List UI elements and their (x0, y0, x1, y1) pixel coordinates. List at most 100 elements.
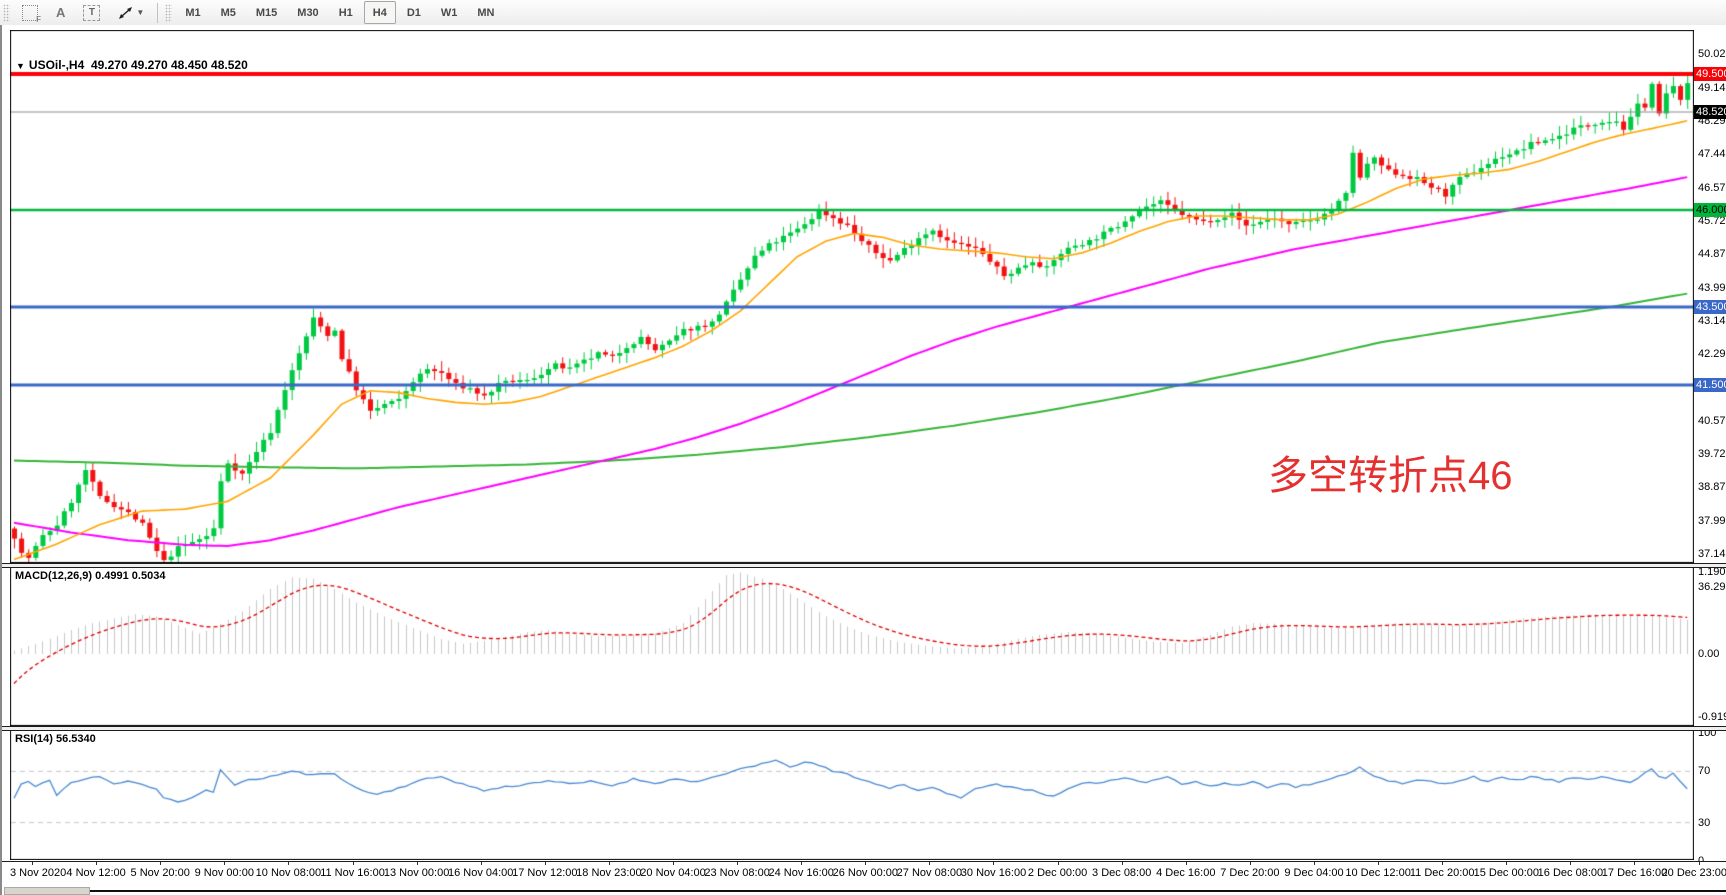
time-tick (1186, 862, 1187, 865)
macd-label: MACD(12,26,9) 0.4991 0.5034 (15, 570, 166, 582)
panel-separator[interactable] (2, 563, 1726, 568)
time-tick (673, 862, 674, 865)
timeframe-d1-button[interactable]: D1 (406, 6, 421, 19)
text-label-button[interactable]: A (48, 1, 73, 24)
time-tick (288, 862, 289, 865)
time-axis-label: 10 Nov 08:00 (255, 867, 322, 879)
price-tick-label: 45.720 (1698, 215, 1726, 228)
time-tick (993, 862, 994, 865)
time-tick (1699, 862, 1700, 865)
timeframe-h4-button[interactable]: H4 (363, 1, 396, 24)
time-axis-label: 23 Nov 08:00 (704, 867, 770, 879)
price-tick-label: 39.720 (1698, 447, 1726, 460)
time-tick (1442, 862, 1443, 865)
time-axis-label: 2 Dec 00:00 (1027, 867, 1088, 879)
symbol-period-label: USOil-,H4 (28, 58, 85, 72)
price-tick-label: 47.445 (1698, 148, 1726, 161)
time-tick (545, 862, 546, 865)
time-tick (1314, 862, 1315, 865)
time-axis-label: 9 Dec 04:00 (1284, 867, 1344, 879)
price-tick-label: 42.295 (1698, 348, 1726, 360)
timeframe-m1-button[interactable]: M1 (185, 6, 201, 19)
toolbar: F A T ▼ M1 M5 M15 M30 H1 H4 D1 W1 MN (0, 0, 1726, 26)
price-tick-label: 40.570 (1698, 414, 1726, 427)
timeframes-drag-handle[interactable] (165, 3, 173, 22)
panel-separator[interactable] (2, 726, 1726, 731)
time-tick (481, 862, 482, 865)
price-tick-label: 46.570 (1698, 182, 1726, 194)
rsi-label: RSI(14) 56.5340 (15, 733, 96, 745)
time-axis-label: 4 Dec 16:00 (1156, 867, 1216, 879)
time-tick (1250, 862, 1251, 865)
text-box-button[interactable]: T (75, 1, 108, 24)
time-axis-label: 27 Nov 08:00 (896, 867, 963, 879)
time-axis-label: 11 Nov 16:00 (320, 867, 385, 879)
ohlc-values: 49.270 49.270 48.450 48.520 (90, 58, 248, 72)
time-axis-label: 17 Dec 16:00 (1601, 867, 1668, 879)
time-tick (1570, 862, 1571, 865)
macd-indicator-panel[interactable] (10, 566, 1694, 726)
rsi-indicator-panel[interactable] (10, 729, 1694, 860)
time-axis-label: 18 Nov 23:00 (576, 867, 642, 879)
bottom-strip (2, 885, 1726, 895)
time-axis-label: 13 Nov 00:00 (383, 867, 450, 879)
chevron-down-icon: ▼ (136, 8, 145, 17)
price-tick-label: 38.870 (1698, 481, 1726, 493)
price-tick-label: 36.295 (1698, 580, 1726, 593)
macd-scale-label: 0.00 (1698, 648, 1720, 660)
chart-text-annotation[interactable]: 多空转折点46 (1268, 454, 1513, 498)
time-axis-label: 15 Dec 00:00 (1473, 867, 1540, 879)
main-price-chart[interactable] (10, 30, 1694, 563)
time-axis[interactable]: 3 Nov 2020 4 Nov 12:00 5 Nov 20:00 9 Nov 00… (2, 861, 1726, 885)
chart-title: ▼ USOil-,H4 49.270 49.270 48.450 48.520 (16, 58, 248, 72)
timeframe-m15-button[interactable]: M15 (255, 6, 278, 19)
price-line-badge: 48.520 (1694, 105, 1726, 120)
time-tick (96, 862, 97, 865)
rsi-scale-label: 70 (1698, 765, 1711, 778)
price-line-badge: 46.000 (1694, 203, 1726, 218)
price-tick-label: 48.295 (1698, 115, 1726, 128)
arrows-tool-button[interactable]: ▼ (110, 1, 152, 24)
time-axis-label: 16 Nov 04:00 (447, 867, 514, 879)
time-tick (929, 862, 930, 865)
time-axis-label: 3 Nov 2020 (10, 867, 67, 879)
price-tick-label: 37.145 (1698, 547, 1726, 560)
price-tick-label: 49.145 (1698, 82, 1726, 95)
time-axis-label: 26 Nov 00:00 (832, 867, 899, 879)
time-axis-label: 7 Dec 20:00 (1220, 867, 1280, 879)
scroll-thumb[interactable] (4, 887, 90, 895)
textbox-t-icon: T (83, 4, 101, 21)
time-tick (160, 862, 161, 865)
timeframe-w1-button[interactable]: W1 (440, 6, 458, 19)
price-line-badge: 49.500 (1694, 67, 1726, 82)
grid-f-button[interactable]: F (14, 1, 46, 24)
time-tick (224, 862, 225, 865)
price-line-badge: 41.500 (1694, 377, 1726, 392)
time-axis-label: 10 Dec 12:00 (1345, 867, 1411, 879)
time-axis-label: 17 Nov 12:00 (512, 867, 578, 879)
toolbar-drag-handle[interactable] (3, 3, 10, 22)
time-tick (417, 862, 418, 865)
time-tick (865, 862, 866, 865)
time-tick (1378, 862, 1379, 865)
time-axis-label: 3 Dec 08:00 (1092, 867, 1152, 879)
timeframe-m30-button[interactable]: M30 (297, 6, 319, 19)
macd-scale-label: -0.9196 (1698, 710, 1726, 723)
time-tick (1122, 862, 1123, 865)
timeframe-h1-button[interactable]: H1 (338, 6, 353, 19)
time-axis-label: 20 Dec 23:00 (1661, 867, 1726, 879)
time-axis-label: 20 Nov 04:00 (640, 867, 706, 879)
time-axis-label: 16 Dec 08:00 (1537, 867, 1604, 879)
timeframe-m5-button[interactable]: M5 (220, 6, 236, 19)
macd-scale-label: 1.1903 (1698, 566, 1726, 579)
time-axis-label: 4 Nov 12:00 (66, 867, 126, 879)
timeframe-mn-button[interactable]: MN (477, 6, 495, 19)
time-tick (1506, 862, 1507, 865)
collapse-triangle-icon[interactable]: ▼ (16, 61, 25, 71)
time-tick (609, 862, 610, 865)
time-axis-label: 11 Dec 20:00 (1409, 867, 1475, 879)
price-tick-label: 50.020 (1698, 48, 1726, 61)
label-a-icon: A (56, 5, 66, 20)
time-axis-label: 5 Nov 20:00 (130, 867, 190, 879)
